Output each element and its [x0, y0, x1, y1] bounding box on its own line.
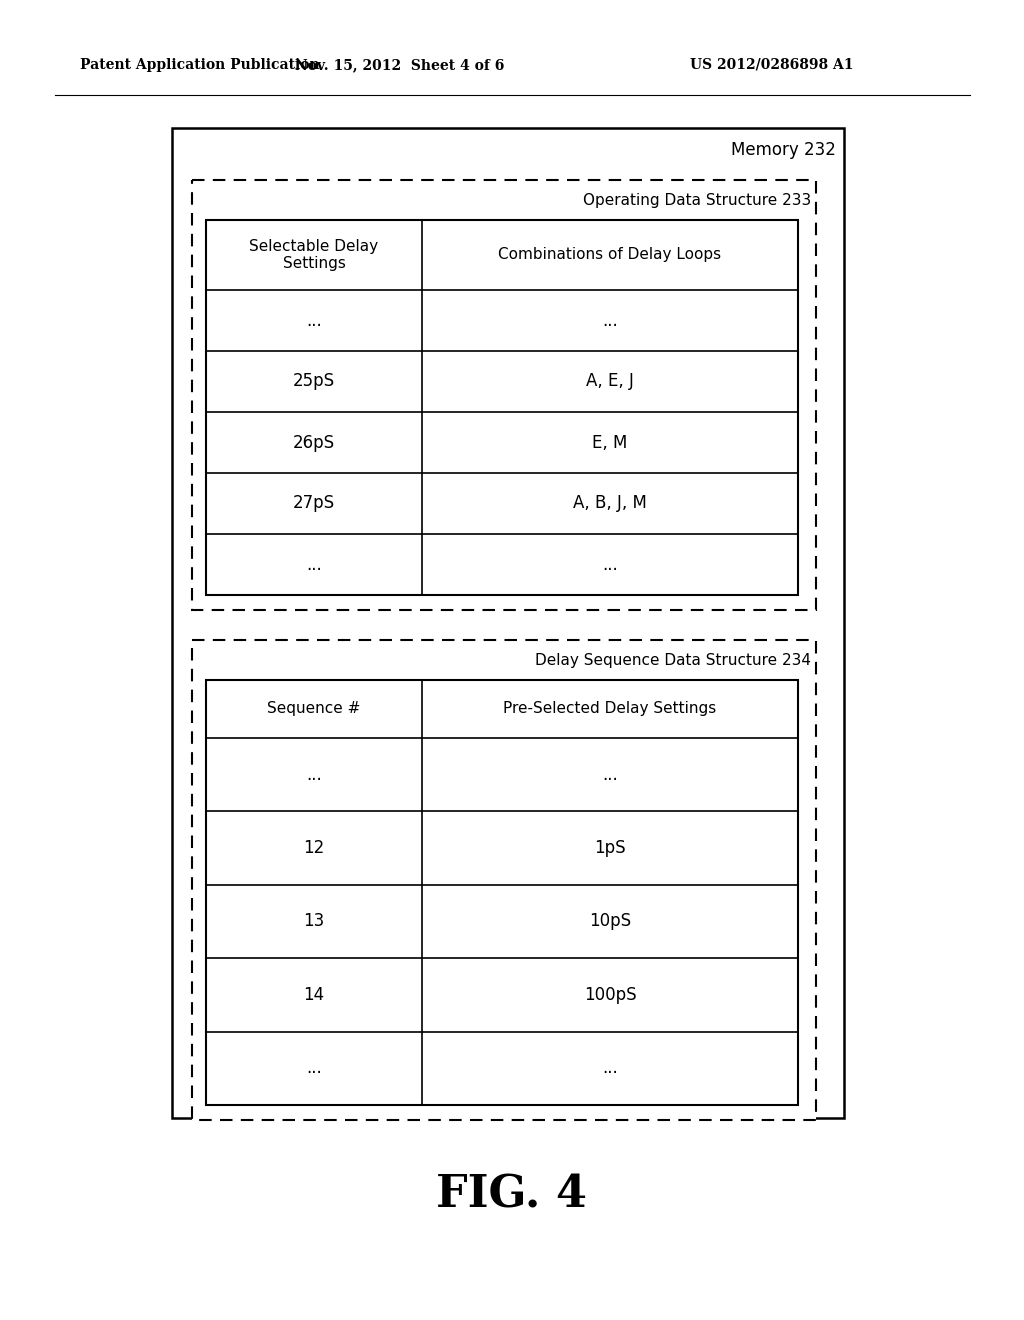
Text: ...: ...: [306, 312, 322, 330]
Text: Pre-Selected Delay Settings: Pre-Selected Delay Settings: [504, 701, 717, 717]
Text: Selectable Delay
Settings: Selectable Delay Settings: [250, 239, 379, 271]
Text: FIG. 4: FIG. 4: [436, 1173, 588, 1217]
Text: ...: ...: [306, 556, 322, 573]
Text: Delay Sequence Data Structure 234: Delay Sequence Data Structure 234: [535, 652, 811, 668]
Bar: [206, 220, 798, 595]
Text: ...: ...: [602, 1059, 617, 1077]
Text: 26pS: 26pS: [293, 433, 335, 451]
Text: ...: ...: [602, 556, 617, 573]
Text: Combinations of Delay Loops: Combinations of Delay Loops: [499, 248, 722, 263]
Text: 1pS: 1pS: [594, 840, 626, 857]
Text: Sequence #: Sequence #: [267, 701, 360, 717]
Text: A, B, J, M: A, B, J, M: [573, 495, 647, 512]
Text: Memory 232: Memory 232: [731, 141, 836, 158]
Text: 10pS: 10pS: [589, 912, 631, 931]
Text: 100pS: 100pS: [584, 986, 636, 1005]
Bar: [193, 180, 816, 610]
Text: E, M: E, M: [592, 433, 628, 451]
Text: Operating Data Structure 233: Operating Data Structure 233: [583, 193, 811, 207]
Bar: [206, 680, 798, 1105]
Text: Patent Application Publication: Patent Application Publication: [80, 58, 319, 73]
Bar: [172, 128, 844, 1118]
Text: 13: 13: [303, 912, 325, 931]
Text: Nov. 15, 2012  Sheet 4 of 6: Nov. 15, 2012 Sheet 4 of 6: [295, 58, 505, 73]
Text: ...: ...: [602, 766, 617, 784]
Text: 27pS: 27pS: [293, 495, 335, 512]
Text: 25pS: 25pS: [293, 372, 335, 391]
Text: 14: 14: [303, 986, 325, 1005]
Text: US 2012/0286898 A1: US 2012/0286898 A1: [690, 58, 853, 73]
Text: ...: ...: [306, 766, 322, 784]
Bar: [193, 640, 816, 1119]
Text: ...: ...: [306, 1059, 322, 1077]
Text: 12: 12: [303, 840, 325, 857]
Text: A, E, J: A, E, J: [586, 372, 634, 391]
Text: ...: ...: [602, 312, 617, 330]
